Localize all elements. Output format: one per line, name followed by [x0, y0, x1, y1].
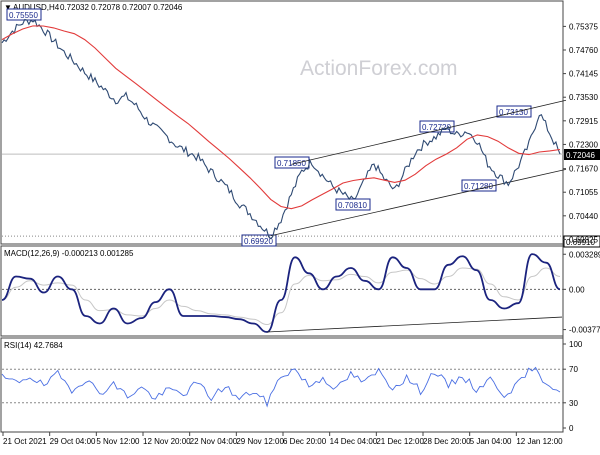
rsi-ytick-label: 70 [569, 365, 578, 374]
rsi-ytick-label: 100 [569, 340, 583, 349]
x-tick-label: 14 Dec 04:00 [330, 437, 378, 446]
channel-lower-line [270, 168, 567, 237]
x-tick-label: 6 Dec 20:00 [283, 437, 327, 446]
macd-ytick-label: -0.003774 [569, 326, 600, 335]
macd-trendline [267, 316, 563, 333]
x-tick-label: 28 Dec 20:00 [423, 437, 471, 446]
price-ytick-label: 0.74145 [569, 70, 598, 79]
rsi-panel-frame [0, 337, 564, 433]
x-tick-label: 12 Jan 12:00 [516, 437, 563, 446]
price-ytick-label: 0.72915 [569, 117, 598, 126]
rsi-line [1, 366, 561, 408]
plot-layer: 0.75375 0.74760 0.74145 0.73530 0.72915 0.723… [1, 18, 600, 446]
level-label-0: 0.75550 [6, 8, 42, 21]
ohlc-readout: 0.72032 0.72078 0.72007 0.72046 [60, 3, 183, 12]
svg-text:0.70810: 0.70810 [338, 201, 367, 210]
price-ytick-label: 0.71670 [569, 165, 598, 174]
rsi-title: RSI(14) 42.7684 [4, 341, 63, 350]
price-ytick-label: 0.69825 [569, 235, 598, 244]
macd-signal-line [1, 267, 561, 326]
macd-title: MACD(12,26,9) -0.000213 0.001285 [4, 249, 134, 258]
price-ytick-label: 0.75375 [569, 22, 598, 31]
svg-text:0.72046: 0.72046 [566, 151, 595, 160]
watermark: ActionForex.com [300, 57, 458, 80]
svg-text:0.71280: 0.71280 [464, 182, 493, 191]
moving-average-line [1, 25, 561, 210]
x-tick-label: 22 Nov 04:00 [190, 437, 238, 446]
svg-text:0.72720: 0.72720 [422, 123, 451, 132]
price-ytick-label: 0.71055 [569, 188, 598, 197]
macd-ytick-label: 0.00 [569, 285, 585, 294]
channel-upper-line [291, 99, 567, 165]
header-arrow: ▼ [4, 3, 12, 12]
rsi-ytick-label: 0 [569, 424, 574, 433]
level-label-5: 0.71280 [461, 179, 497, 192]
x-tick-label: 21 Dec 12:00 [376, 437, 424, 446]
svg-text:0.69910: 0.69910 [566, 238, 595, 247]
x-tick-label: 5 Nov 12:00 [96, 437, 140, 446]
price-ytick-label: 0.72300 [569, 140, 598, 149]
support-price-tag: 0.69910 [563, 235, 600, 248]
level-label-6: 0.69920 [241, 234, 277, 247]
x-tick-label: 21 Oct 2021 [3, 437, 47, 446]
price-panel-frame [0, 0, 564, 245]
svg-text:0.71850: 0.71850 [277, 159, 306, 168]
level-label-4: 0.70810 [335, 198, 371, 211]
macd-panel-frame [0, 245, 564, 337]
price-ytick-label: 0.74760 [569, 46, 598, 55]
price-ytick-label: 0.73530 [569, 93, 598, 102]
svg-text:0.75550: 0.75550 [9, 11, 38, 20]
x-tick-label: 29 Oct 04:00 [50, 437, 96, 446]
price-ytick-label: 0.70440 [569, 212, 598, 221]
rsi-ytick-label: 30 [569, 399, 578, 408]
x-tick-label: 5 Jan 04:00 [470, 437, 512, 446]
symbol-label: AUDUSD,H4 [13, 3, 60, 12]
svg-text:0.69920: 0.69920 [244, 237, 273, 246]
macd-line [1, 253, 561, 333]
x-tick-label: 12 Nov 20:00 [143, 437, 191, 446]
level-label-1: 0.71850 [274, 156, 310, 169]
macd-ytick-label: 0.003289 [569, 250, 600, 259]
current-price-tag: 0.72046 [564, 149, 600, 160]
x-tick-label: 29 Nov 12:00 [236, 437, 284, 446]
price-line [1, 18, 561, 240]
